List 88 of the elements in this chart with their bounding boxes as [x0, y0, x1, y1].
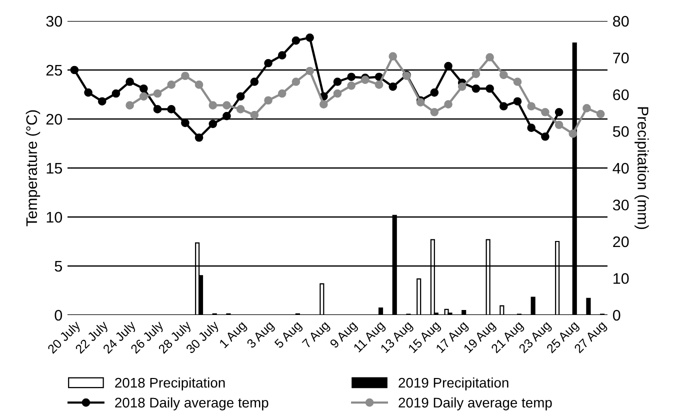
point	[486, 53, 494, 62]
y2-tick-label: 30	[612, 200, 629, 210]
point	[458, 82, 466, 91]
point	[527, 124, 536, 132]
point	[153, 105, 162, 114]
point	[139, 92, 148, 101]
y-axis-title: Temperature (°C)	[26, 110, 40, 226]
point	[333, 78, 342, 86]
point	[472, 70, 480, 78]
point	[319, 100, 328, 108]
point	[70, 66, 79, 74]
point	[222, 112, 231, 120]
point	[181, 72, 190, 80]
legend-label: 2018 Precipitation	[115, 377, 225, 390]
point	[208, 120, 218, 128]
point	[250, 78, 259, 86]
y-tick-label: 30	[46, 16, 62, 27]
legend-label: 2018 Daily average temp	[115, 397, 268, 410]
point	[126, 101, 134, 110]
point	[388, 82, 398, 91]
point	[306, 33, 314, 42]
y-tick-label: 15	[46, 163, 62, 174]
point	[222, 101, 231, 110]
point	[554, 120, 564, 130]
point	[374, 80, 384, 89]
y-tick-label: 0	[54, 310, 62, 321]
y-tick-label: 25	[46, 64, 62, 76]
point	[194, 133, 204, 142]
point	[278, 89, 286, 98]
point	[541, 108, 550, 116]
point	[98, 97, 106, 106]
point	[181, 118, 190, 128]
point	[347, 82, 356, 90]
y2-tick-label: 20	[613, 236, 629, 248]
point	[208, 101, 218, 110]
y-tick-label: 10	[46, 212, 62, 223]
point	[236, 92, 245, 101]
point	[264, 96, 272, 105]
x-tick-label: 7 Aug	[302, 320, 332, 350]
y2-tick-label: 0	[612, 310, 620, 321]
point	[167, 105, 176, 114]
point	[554, 108, 564, 116]
x-tick-label: 5 Aug	[274, 320, 304, 350]
point	[236, 105, 245, 114]
point	[292, 36, 300, 45]
point	[444, 100, 452, 108]
point	[568, 130, 578, 138]
point	[388, 52, 398, 60]
point	[126, 78, 134, 86]
point	[430, 108, 439, 116]
point	[250, 110, 259, 120]
point	[167, 80, 176, 89]
y2-tick-label: 40	[612, 162, 629, 174]
point	[306, 66, 314, 76]
point	[84, 88, 92, 97]
y2-tick-label: 80	[613, 16, 629, 27]
x-tick-label: 3 Aug	[246, 320, 276, 350]
x-tick-label: 1 Aug	[218, 320, 248, 350]
point	[541, 132, 550, 141]
point	[347, 72, 356, 82]
point	[153, 89, 162, 98]
point	[112, 89, 120, 98]
point	[486, 84, 494, 93]
point	[582, 104, 591, 112]
y-tick-label: 5	[54, 261, 62, 272]
y2-tick-label: 60	[613, 89, 629, 100]
point	[333, 89, 342, 98]
y-tick-label: 20	[46, 114, 62, 125]
point	[292, 78, 300, 86]
point	[596, 110, 605, 118]
point	[499, 102, 508, 110]
y2-tick-label: 10	[614, 273, 629, 284]
legend-label: 2019 Precipitation	[398, 377, 508, 390]
point	[472, 84, 480, 93]
point	[513, 97, 522, 106]
point	[264, 58, 272, 68]
point	[513, 78, 522, 86]
point	[527, 102, 536, 110]
legend-label: 2019 Daily average temp	[398, 397, 552, 410]
y2-tick-label: 50	[612, 126, 629, 137]
point	[499, 70, 508, 80]
point	[430, 88, 439, 97]
y2-tick-label: 70	[613, 52, 629, 64]
y2-axis-title: Precipitation (mm)	[634, 107, 649, 230]
point	[139, 84, 148, 93]
point	[194, 80, 204, 89]
point	[278, 51, 286, 60]
point	[444, 62, 452, 70]
